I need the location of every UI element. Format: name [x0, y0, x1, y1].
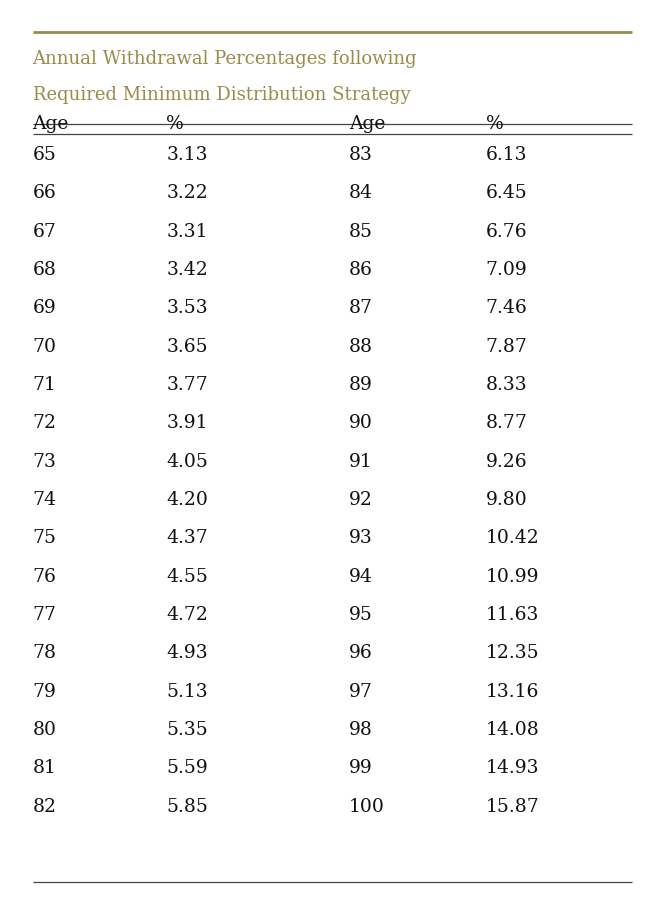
Text: 73: 73 [33, 453, 57, 471]
Text: 5.35: 5.35 [166, 722, 208, 739]
Text: %: % [166, 115, 184, 133]
Text: 89: 89 [349, 376, 373, 394]
Text: 4.55: 4.55 [166, 568, 208, 585]
Text: 92: 92 [349, 491, 373, 509]
Text: Annual Withdrawal Percentages following: Annual Withdrawal Percentages following [33, 50, 417, 68]
Text: Age: Age [33, 115, 69, 133]
Text: 70: 70 [33, 338, 57, 355]
Text: 11.63: 11.63 [486, 606, 539, 624]
Text: Age: Age [349, 115, 385, 133]
Text: 88: 88 [349, 338, 373, 355]
Text: 3.53: 3.53 [166, 299, 208, 318]
Text: 98: 98 [349, 722, 373, 739]
Text: 3.91: 3.91 [166, 415, 208, 432]
Text: 8.77: 8.77 [486, 415, 527, 432]
Text: 6.76: 6.76 [486, 223, 527, 241]
Text: %: % [486, 115, 503, 133]
Text: 5.85: 5.85 [166, 798, 208, 815]
Text: 87: 87 [349, 299, 373, 318]
Text: 81: 81 [33, 759, 57, 778]
Text: 85: 85 [349, 223, 373, 241]
Text: 79: 79 [33, 683, 57, 701]
Text: 4.20: 4.20 [166, 491, 208, 509]
Text: 94: 94 [349, 568, 373, 585]
Text: 74: 74 [33, 491, 57, 509]
Text: 80: 80 [33, 722, 57, 739]
Text: 3.77: 3.77 [166, 376, 208, 394]
Text: 5.13: 5.13 [166, 683, 208, 701]
Text: 86: 86 [349, 262, 373, 279]
Text: 93: 93 [349, 529, 372, 548]
Text: 97: 97 [349, 683, 373, 701]
Text: 7.09: 7.09 [486, 262, 527, 279]
Text: 3.13: 3.13 [166, 146, 208, 164]
Text: 4.93: 4.93 [166, 644, 208, 662]
Text: 3.65: 3.65 [166, 338, 208, 355]
Text: 100: 100 [349, 798, 385, 815]
Text: 77: 77 [33, 606, 57, 624]
Text: 8.33: 8.33 [486, 376, 527, 394]
Text: 4.72: 4.72 [166, 606, 208, 624]
Text: 3.42: 3.42 [166, 262, 208, 279]
Text: 82: 82 [33, 798, 57, 815]
Text: 3.22: 3.22 [166, 185, 208, 202]
Text: 65: 65 [33, 146, 57, 164]
Text: Required Minimum Distribution Strategy: Required Minimum Distribution Strategy [33, 86, 410, 104]
Text: 14.08: 14.08 [486, 722, 539, 739]
Text: 76: 76 [33, 568, 57, 585]
Text: 10.42: 10.42 [486, 529, 539, 548]
Text: 71: 71 [33, 376, 57, 394]
Text: 14.93: 14.93 [486, 759, 539, 778]
Text: 6.13: 6.13 [486, 146, 527, 164]
Text: 69: 69 [33, 299, 56, 318]
Text: 68: 68 [33, 262, 57, 279]
Text: 7.87: 7.87 [486, 338, 527, 355]
Text: 96: 96 [349, 644, 372, 662]
Text: 78: 78 [33, 644, 57, 662]
Text: 9.80: 9.80 [486, 491, 527, 509]
Text: 84: 84 [349, 185, 373, 202]
Text: 3.31: 3.31 [166, 223, 208, 241]
Text: 13.16: 13.16 [486, 683, 539, 701]
Text: 10.99: 10.99 [486, 568, 539, 585]
Text: 15.87: 15.87 [486, 798, 539, 815]
Text: 12.35: 12.35 [486, 644, 539, 662]
Text: 90: 90 [349, 415, 373, 432]
Text: 95: 95 [349, 606, 373, 624]
Text: 83: 83 [349, 146, 373, 164]
Text: 5.59: 5.59 [166, 759, 208, 778]
Text: 9.26: 9.26 [486, 453, 527, 471]
Text: 72: 72 [33, 415, 57, 432]
Text: 99: 99 [349, 759, 372, 778]
Text: 4.05: 4.05 [166, 453, 208, 471]
Text: 6.45: 6.45 [486, 185, 527, 202]
Text: 91: 91 [349, 453, 372, 471]
Text: 7.46: 7.46 [486, 299, 527, 318]
Text: 4.37: 4.37 [166, 529, 208, 548]
Text: 67: 67 [33, 223, 57, 241]
Text: 66: 66 [33, 185, 56, 202]
Text: 75: 75 [33, 529, 57, 548]
